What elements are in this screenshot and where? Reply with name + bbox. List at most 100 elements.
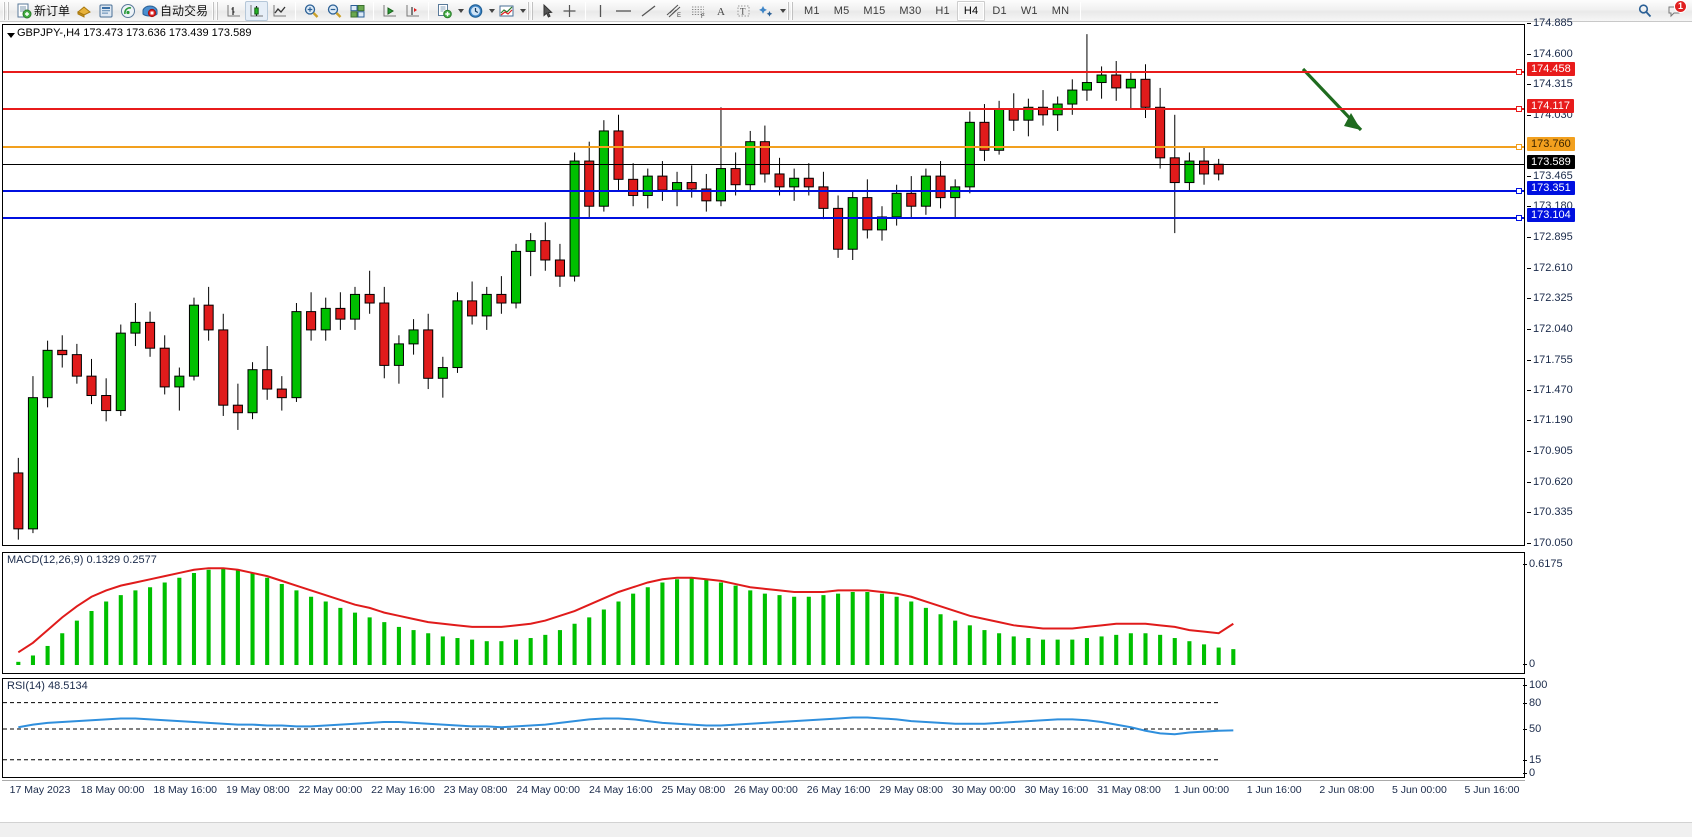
- price-pane[interactable]: GBPJPY-,H4 173.473 173.636 173.439 173.5…: [2, 24, 1525, 546]
- toolbar-separator-3: [428, 1, 430, 20]
- price-tag-resistance-1[interactable]: 174.117: [1527, 98, 1574, 113]
- time-label: 22 May 00:00: [298, 784, 363, 796]
- templates-button[interactable]: [495, 1, 518, 21]
- zoom-in-button[interactable]: [300, 1, 323, 21]
- price-tick: 174.315: [1527, 78, 1573, 91]
- text-button[interactable]: A: [711, 1, 732, 21]
- time-label: 22 May 16:00: [371, 784, 435, 796]
- vertical-line-button[interactable]: [590, 1, 611, 21]
- time-label: 18 May 00:00: [80, 784, 145, 796]
- macd-pane[interactable]: MACD(12,26,9) 0.1329 0.2577: [2, 552, 1525, 674]
- new-order-label: 新订单: [34, 4, 71, 18]
- price-line-support-2[interactable]: [3, 214, 1524, 221]
- expert-advisor-button[interactable]: [73, 1, 95, 21]
- price-tag-support-2[interactable]: 173.104: [1527, 207, 1575, 222]
- price-line-last-price[interactable]: [3, 164, 1524, 166]
- crosshair-button[interactable]: [558, 1, 581, 21]
- candlestick-plot: [13, 34, 1363, 540]
- chart-menu-caret-icon[interactable]: [7, 33, 15, 38]
- cursor-button[interactable]: [537, 1, 558, 21]
- new-order-button[interactable]: 新订单: [13, 1, 73, 21]
- timeframe-h4[interactable]: H4: [956, 0, 986, 21]
- svg-text:F: F: [701, 14, 705, 19]
- zoom-out-button[interactable]: [323, 1, 346, 21]
- line-anchor-handle[interactable]: [1516, 68, 1522, 75]
- periods-dropdown-caret[interactable]: [489, 8, 496, 13]
- time-label: 31 May 08:00: [1097, 784, 1161, 796]
- price-tick: 171.190: [1527, 414, 1573, 427]
- search-button[interactable]: [1634, 1, 1656, 21]
- timeframe-w1[interactable]: W1: [1020, 4, 1038, 17]
- notifications-button[interactable]: 1: [1664, 0, 1687, 21]
- price-line-resistance-2[interactable]: [3, 68, 1524, 75]
- chart-area[interactable]: GBPJPY-,H4 173.473 173.636 173.439 173.5…: [0, 17, 1692, 837]
- price-line-support-1[interactable]: [3, 187, 1524, 194]
- rsi-pane[interactable]: RSI(14) 48.5134: [2, 678, 1525, 778]
- line-anchor-handle[interactable]: [1516, 187, 1522, 194]
- line-anchor-handle[interactable]: [1516, 214, 1522, 221]
- toolbar-grip-3[interactable]: [527, 1, 535, 20]
- toolbar-separator-2: [373, 1, 375, 20]
- rsi-label: RSI(14) 48.5134: [7, 680, 88, 692]
- time-label: 30 May 16:00: [1024, 784, 1089, 796]
- time-label: 26 May 00:00: [734, 784, 798, 796]
- price-tick: 172.895: [1527, 231, 1573, 244]
- time-label: 1 Jun 16:00: [1246, 784, 1302, 796]
- text-label-button[interactable]: T: [732, 1, 755, 21]
- toolbar-grip-4[interactable]: [787, 1, 795, 20]
- timeframe-mn[interactable]: MN: [1051, 4, 1070, 17]
- line-anchor-handle[interactable]: [1516, 105, 1522, 112]
- time-label: 25 May 08:00: [661, 784, 726, 796]
- time-label: 30 May 00:00: [951, 784, 1016, 796]
- time-label: 26 May 16:00: [806, 784, 871, 796]
- horizontal-line-button[interactable]: [611, 1, 636, 21]
- line-chart-button[interactable]: [268, 1, 291, 21]
- notification-badge: 1: [1674, 0, 1687, 13]
- templates-dropdown-caret[interactable]: [520, 8, 527, 13]
- price-tick: 172.610: [1527, 261, 1573, 274]
- periods-button[interactable]: [464, 1, 487, 21]
- timeframe-m1[interactable]: M1: [804, 4, 820, 17]
- candlestick-chart-button[interactable]: [245, 0, 269, 21]
- fibonacci-button[interactable]: F: [686, 1, 711, 21]
- price-tag-resistance-2[interactable]: 174.458: [1527, 61, 1575, 76]
- time-label: 1 Jun 00:00: [1174, 784, 1230, 796]
- timeframe-d1[interactable]: D1: [992, 4, 1007, 17]
- objects-button[interactable]: [755, 1, 778, 21]
- price-tag-support-1[interactable]: 173.351: [1527, 180, 1575, 195]
- price-tick: 172.325: [1527, 292, 1573, 305]
- trendline-button[interactable]: [636, 1, 661, 21]
- price-line-pivot[interactable]: [3, 143, 1524, 150]
- auto-scroll-button[interactable]: [378, 1, 401, 21]
- timeframe-m30[interactable]: M30: [899, 4, 922, 17]
- macd-plot: [16, 567, 1236, 665]
- main-toolbar: 新订单: [0, 0, 1692, 22]
- terminal-button[interactable]: [95, 1, 117, 21]
- price-tick: 174.885: [1527, 17, 1573, 29]
- chart-tile-button[interactable]: [346, 1, 369, 21]
- indicators-button[interactable]: [433, 1, 456, 21]
- timeframe-h1[interactable]: H1: [935, 4, 950, 17]
- autotrading-button[interactable]: 自动交易: [139, 1, 211, 21]
- price-line-resistance-1[interactable]: [3, 105, 1524, 112]
- price-tag-last-price[interactable]: 173.589: [1527, 155, 1575, 170]
- macd-label: MACD(12,26,9) 0.1329 0.2577: [7, 554, 157, 566]
- rsi-axis: 100 80 50 15 0: [1522, 678, 1690, 779]
- bar-chart-button[interactable]: [222, 1, 245, 21]
- line-anchor-handle[interactable]: [1516, 143, 1522, 150]
- time-label: 5 Jun 16:00: [1464, 784, 1520, 796]
- price-axis[interactable]: 174.885 174.600 174.315 174.030 173.465 173.1…: [1527, 17, 1690, 549]
- objects-dropdown-caret[interactable]: [780, 8, 787, 13]
- time-label: 2 Jun 08:00: [1319, 784, 1375, 796]
- signals-button[interactable]: [117, 1, 139, 21]
- time-axis[interactable]: 17 May 2023 18 May 00:00 18 May 16:00 19 Ma…: [2, 780, 1525, 800]
- price-tag-pivot[interactable]: 173.760: [1527, 136, 1575, 151]
- toolbar-grip-2[interactable]: [212, 1, 220, 20]
- toolbar-grip[interactable]: [3, 1, 10, 20]
- chart-shift-button[interactable]: [401, 1, 424, 21]
- price-tick: 174.600: [1527, 47, 1573, 60]
- timeframe-m5[interactable]: M5: [833, 4, 850, 17]
- equidistant-channel-button[interactable]: E: [661, 1, 686, 21]
- indicators-dropdown-caret[interactable]: [458, 8, 465, 13]
- timeframe-m15[interactable]: M15: [863, 4, 886, 17]
